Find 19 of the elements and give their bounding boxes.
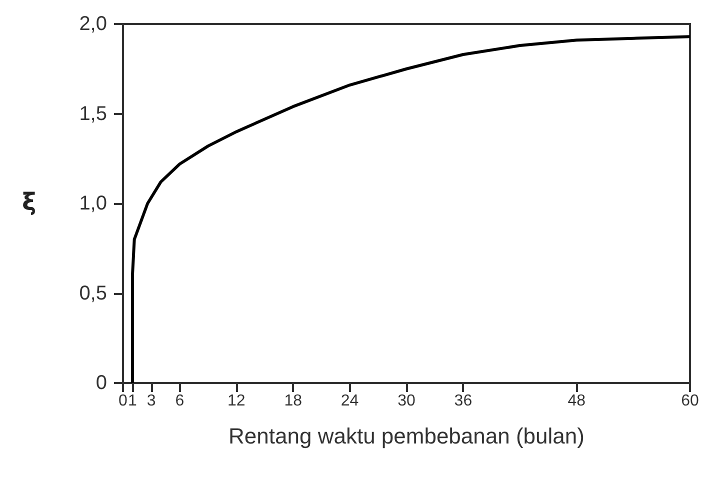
y-tick-label: 2,0 — [79, 13, 107, 35]
y-axis-title: ξ — [22, 188, 36, 216]
y-tick-label: 1,0 — [79, 192, 107, 214]
x-tick-label: 36 — [454, 392, 472, 410]
y-tick-label: 0,5 — [79, 282, 107, 304]
x-tick-label: 48 — [568, 392, 586, 410]
x-tick-label: 30 — [398, 392, 416, 410]
x-axis-title: Rentang waktu pembebanan (bulan) — [228, 424, 584, 448]
y-tick-label: 0 — [96, 372, 107, 394]
x-tick-label: 3 — [146, 392, 156, 410]
x-tick-label: 6 — [175, 392, 184, 410]
x-tick-label: 0 — [118, 392, 128, 410]
x-tick-label: 60 — [681, 392, 699, 410]
x-tick-label: 18 — [284, 392, 302, 410]
x-tick-label: 1 — [128, 392, 137, 410]
x-tick-label: 24 — [340, 392, 359, 410]
y-tick-label: 1,5 — [79, 102, 107, 125]
line-series — [130, 35, 692, 384]
x-tick-label: 12 — [228, 392, 246, 410]
